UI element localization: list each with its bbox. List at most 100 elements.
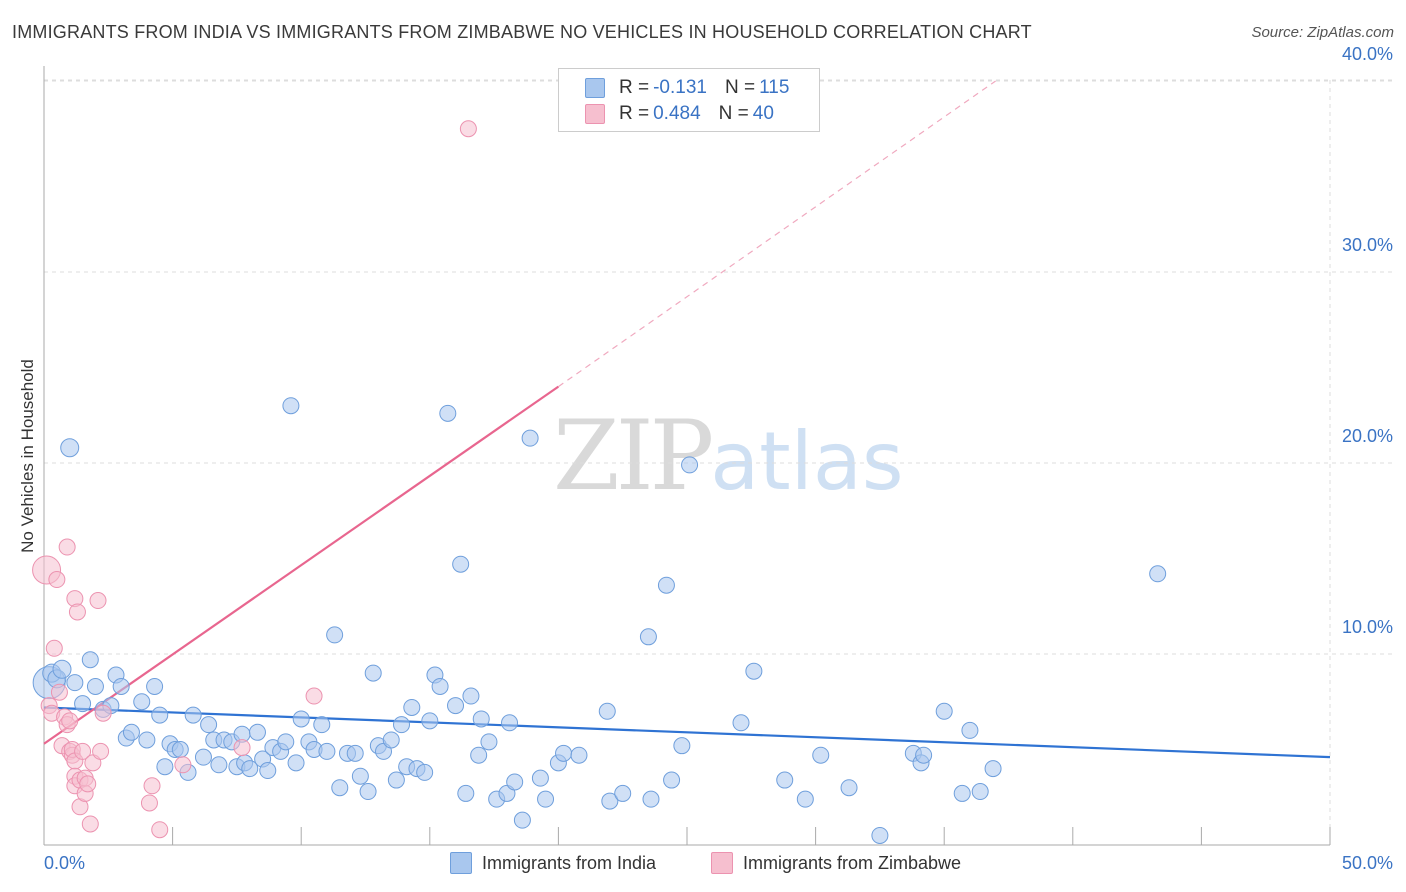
india-point [171,741,189,758]
zimbabwe-point [233,739,251,757]
india-point [531,769,549,787]
india-point [796,790,814,808]
india-legend-swatch [450,852,472,874]
zimbabwe-swatch [585,104,605,124]
india-point [52,659,72,679]
india-n-value: 115 [759,77,790,98]
legend-item-india: Immigrants from India [450,850,656,876]
india-point [598,702,616,720]
india-point [961,721,979,739]
legend-item-zimbabwe: Immigrants from Zimbabwe [711,850,961,876]
india-point [421,712,439,730]
india-point [812,746,830,764]
india-swatch [585,78,605,98]
india-point [470,746,488,764]
zimbabwe-trend-extension [558,80,996,388]
zimbabwe-point [81,815,99,833]
zimbabwe-point [140,794,158,812]
india-point [351,767,369,785]
tick-labels: 10.0% 20.0% 30.0% 40.0% 0.0% 50.0% [44,44,1393,873]
zimbabwe-point [143,777,161,795]
data-points [32,120,1167,844]
y-tick-label: 10.0% [1342,617,1393,637]
india-point [642,790,660,808]
india-point [66,674,84,692]
india-point [248,723,266,741]
india-point [282,397,300,415]
y-tick-label: 20.0% [1342,426,1393,446]
zimbabwe-point [79,775,97,793]
india-point [971,783,989,801]
india-point [318,742,336,760]
india-point [184,706,202,724]
legend-row-zimbabwe: R = 0.484 N = 40 [585,102,778,126]
india-point [601,792,619,810]
india-point [122,723,140,741]
india-point [506,773,524,791]
india-point [382,731,400,749]
zimbabwe-point [74,742,92,760]
india-point [732,714,750,732]
india-point [241,760,259,778]
india-point [138,731,156,749]
zimbabwe-point [459,120,477,138]
india-point [74,695,92,713]
india-point [984,760,1002,778]
india-point [452,555,470,573]
india-point [86,677,104,695]
india-point [60,438,80,458]
india-point [359,783,377,801]
india-point [346,744,364,762]
india-point [480,733,498,751]
india-point [151,706,169,724]
india-point [431,677,449,695]
india-point [200,716,218,734]
zimbabwe-point [50,683,68,701]
zimbabwe-point [94,704,112,722]
zimbabwe-point [61,712,79,730]
zimbabwe-point [58,538,76,556]
india-point [776,771,794,789]
india-n-label: N = [724,77,756,98]
india-r-label: R = [619,77,650,98]
india-point [915,746,933,764]
india-point [287,754,305,772]
india-trend-line [43,706,1331,759]
india-point [871,826,889,844]
india-point [447,697,465,715]
india-point [313,716,331,734]
india-point [112,677,130,695]
india-point [935,702,953,720]
zimbabwe-legend-label: Immigrants from Zimbabwe [743,852,962,873]
india-point [326,626,344,644]
india-point [614,784,632,802]
india-point [292,710,310,728]
india-point [156,758,174,776]
india-point [387,771,405,789]
india-point [403,698,421,716]
watermark-atlas: atlas [710,415,904,508]
india-point [277,733,295,751]
india-point [537,790,555,808]
india-point [393,716,411,734]
india-point [210,756,228,774]
watermark-zip: ZIP [553,400,714,512]
india-point [639,628,657,646]
legend-row-india: R = -0.131 N = 115 [585,76,793,100]
zimbabwe-point [89,592,107,610]
india-point [513,811,531,829]
zimbabwe-trend-line [43,385,560,745]
india-point [840,779,858,797]
india-point [555,744,573,762]
y-tick-label: 40.0% [1342,44,1393,64]
zimbabwe-r-value: 0.484 [653,103,701,124]
watermark: ZIPatlas [553,400,904,512]
india-point [521,429,539,447]
source-label: Source: ZipAtlas.com [1251,24,1394,41]
chart-title: IMMIGRANTS FROM INDIA VS IMMIGRANTS FROM… [12,22,1032,42]
india-point [146,677,164,695]
india-point [472,710,490,728]
zimbabwe-point [151,821,169,839]
zimbabwe-point [45,639,63,657]
